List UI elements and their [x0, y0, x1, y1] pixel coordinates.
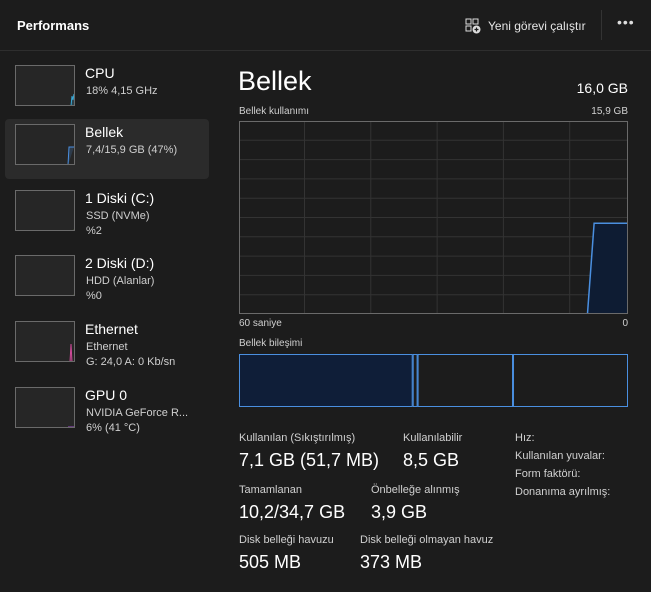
item-name: 2 Diski (D:) — [85, 255, 155, 271]
item-name: GPU 0 — [85, 387, 128, 403]
usage-area — [587, 223, 627, 313]
composition-free — [513, 354, 628, 407]
item-detail: 18% 4,15 GHz — [86, 85, 158, 97]
new-task-icon — [465, 18, 481, 34]
item-detail-2: %0 — [86, 290, 102, 302]
sparkline-thumbnail — [15, 190, 75, 231]
stat-value: 505 MB — [239, 552, 302, 572]
composition-label: Bellek bileşimi — [239, 338, 303, 349]
memory-usage-graph — [239, 121, 628, 314]
page-title: Performans — [17, 18, 90, 33]
stat-label: Tamamlanan — [239, 484, 302, 496]
sidebar-item-2-diski-d[interactable]: 2 Diski (D:) HDD (Alanlar) %0 — [5, 250, 209, 310]
stat-value: 10,2/34,7 GB — [239, 502, 346, 522]
item-detail: Ethernet — [86, 341, 128, 353]
item-detail: 7,4/15,9 GB (47%) — [86, 144, 178, 156]
run-new-task-button[interactable]: Yeni görevi çalıştır — [465, 16, 586, 36]
composition-modified — [412, 354, 418, 407]
item-name: Bellek — [85, 124, 124, 140]
stat-label: Kullanılan (Sıkıştırılmış) — [239, 432, 356, 444]
composition-in-use — [239, 354, 413, 407]
item-name: 1 Diski (C:) — [85, 190, 155, 206]
stat-label: Disk belleği havuzu — [239, 534, 334, 546]
sidebar-item-1-diski-c[interactable]: 1 Diski (C:) SSD (NVMe) %2 — [5, 185, 209, 245]
sparkline-thumbnail — [15, 255, 75, 296]
sparkline-thumbnail — [15, 321, 75, 362]
sparkline-thumbnail — [15, 387, 75, 428]
stat-label: Önbelleğe alınmış — [371, 484, 460, 496]
stat-label: Disk belleği olmayan havuz — [360, 534, 494, 546]
more-icon[interactable]: ••• — [617, 14, 635, 30]
usage-max: 15,9 GB — [591, 106, 628, 117]
spec-label: Form faktörü: — [515, 468, 581, 480]
sparkline-thumbnail — [15, 124, 75, 165]
stat-value: 3,9 GB — [371, 502, 428, 522]
stat-label: Kullanılabilir — [403, 432, 463, 444]
divider — [601, 10, 602, 40]
sidebar-item-gpu-0[interactable]: GPU 0 NVIDIA GeForce R... 6% (41 °C) — [5, 382, 209, 442]
stat-value: 7,1 GB (51,7 MB) — [239, 450, 380, 470]
composition-standby — [417, 354, 514, 407]
item-detail-2: %2 — [86, 225, 102, 237]
sidebar-item-ethernet[interactable]: Ethernet Ethernet G: 24,0 A: 0 Kb/sn — [5, 316, 209, 376]
sparkline-thumbnail — [15, 65, 75, 106]
stat-value: 8,5 GB — [403, 450, 460, 470]
item-name: CPU — [85, 65, 115, 81]
spec-label: Hız: — [515, 432, 535, 444]
total-memory: 16,0 GB — [576, 80, 628, 96]
stat-value: 373 MB — [360, 552, 423, 572]
item-name: Ethernet — [85, 321, 138, 337]
header — [0, 0, 651, 51]
usage-label: Bellek kullanımı — [239, 106, 310, 117]
sidebar-item-bellek[interactable]: Bellek 7,4/15,9 GB (47%) — [5, 119, 209, 179]
axis-right-label: 0 — [622, 318, 628, 329]
run-new-task-label: Yeni görevi çalıştır — [488, 19, 586, 33]
item-detail-2: G: 24,0 A: 0 Kb/sn — [86, 356, 176, 368]
spec-label: Donanıma ayrılmış: — [515, 486, 611, 498]
usage-line — [586, 222, 627, 314]
spec-label: Kullanılan yuvalar: — [515, 450, 605, 462]
memory-composition-bar — [239, 354, 628, 407]
item-detail-2: 6% (41 °C) — [86, 422, 140, 434]
item-detail: NVIDIA GeForce R... — [86, 407, 189, 419]
item-detail: SSD (NVMe) — [86, 210, 150, 222]
item-detail: HDD (Alanlar) — [86, 275, 155, 287]
resource-title: Bellek — [238, 66, 312, 96]
axis-left-label: 60 saniye — [239, 318, 282, 329]
sidebar-item-cpu[interactable]: CPU 18% 4,15 GHz — [5, 60, 209, 120]
